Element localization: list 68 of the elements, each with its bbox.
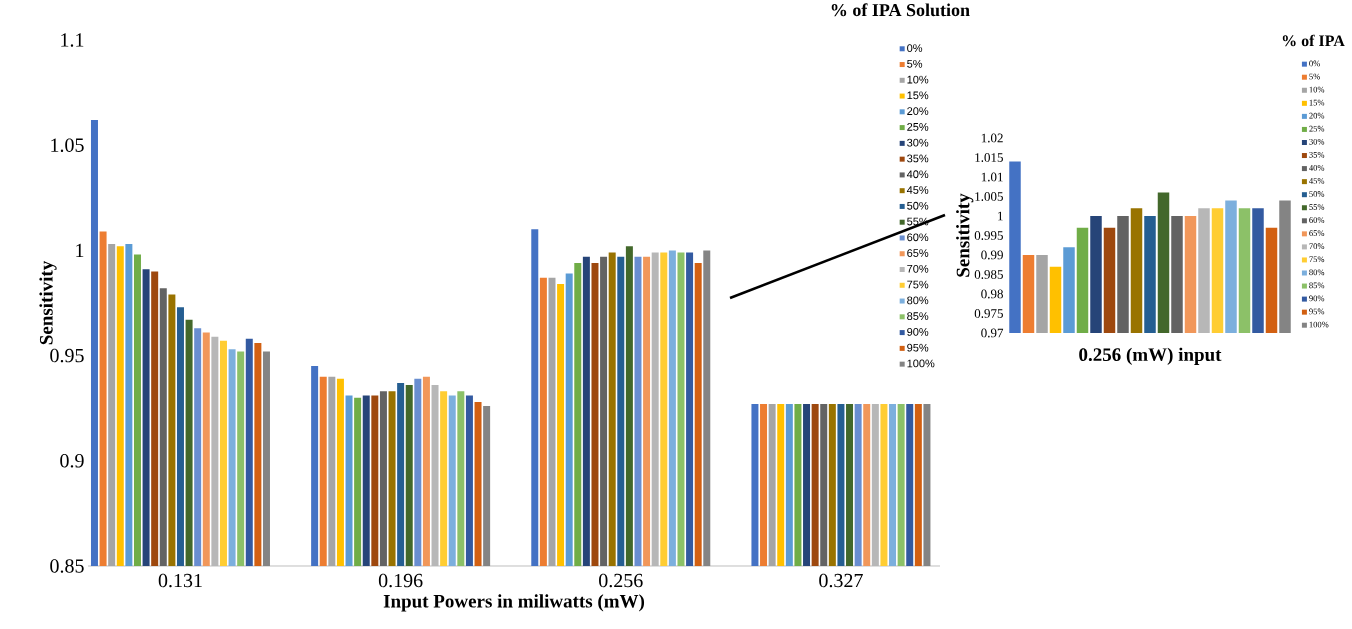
legend-label: 40% <box>906 170 929 179</box>
legend-label: 15% <box>1309 99 1325 106</box>
legend-label: 50% <box>1309 191 1325 197</box>
y-tick-label: 1.05 <box>51 138 84 152</box>
x-axis-title: 0.256 (mW) input <box>1079 347 1222 365</box>
y-tick-label: 0.985 <box>974 270 1003 279</box>
legend-label: 50% <box>907 201 929 210</box>
y-tick-label: 0.95 <box>50 348 84 363</box>
legend-label: 90% <box>1309 295 1325 302</box>
legend-label: 30% <box>907 138 929 147</box>
y-tick-label: 0.97 <box>981 328 1004 338</box>
legend-title: % of IPA Solution <box>831 3 970 17</box>
legend-label: 35% <box>907 154 929 163</box>
legend-label: 70% <box>907 264 929 273</box>
y-tick-label: 0.975 <box>974 309 1003 318</box>
legend-label: 5% <box>1309 73 1320 80</box>
legend-label: 100% <box>1309 321 1329 328</box>
y-tick-label: 0.995 <box>974 231 1003 240</box>
x-tick-label: 0.327 <box>819 573 863 588</box>
legend-label: 20% <box>907 107 929 116</box>
y-tick-label: 1.015 <box>975 153 1003 162</box>
legend-label: 65% <box>907 249 929 257</box>
legend-title: % of IPA <box>1282 34 1345 47</box>
legend-label: 85% <box>907 312 929 321</box>
legend-label: 60% <box>1309 217 1325 223</box>
legend-label: 85% <box>1309 282 1325 289</box>
legend-label: 65% <box>1309 230 1325 237</box>
legend-label: 10% <box>907 75 929 84</box>
legend-label: 75% <box>1309 256 1325 263</box>
legend-label: 95% <box>1309 308 1325 315</box>
legend-label: 80% <box>907 296 929 305</box>
legend-label: 0% <box>907 44 923 52</box>
legend-label: 90% <box>907 328 929 336</box>
legend-label: 15% <box>907 91 929 100</box>
legend-label: 80% <box>1309 269 1325 276</box>
y-axis-title: Sensitivity <box>956 193 974 277</box>
x-tick-label: 0.131 <box>158 573 202 588</box>
x-tick-label: 0.256 <box>599 573 643 588</box>
legend-label: 25% <box>1309 125 1325 132</box>
y-tick-label: 1.1 <box>61 33 84 47</box>
y-tick-label: 0.98 <box>981 289 1003 299</box>
y-tick-label: 1 <box>76 243 84 257</box>
y-tick-label: 1 <box>998 211 1003 221</box>
legend-label: 10% <box>1309 86 1325 93</box>
legend-label: 70% <box>1309 243 1325 250</box>
legend-label: 0% <box>1309 60 1320 67</box>
x-tick-label: 0.196 <box>378 573 423 588</box>
y-tick-label: 0.9 <box>60 454 84 468</box>
legend-label: 55% <box>1309 204 1325 210</box>
legend-label: 45% <box>906 186 929 194</box>
y-tick-label: 1.01 <box>981 172 1003 182</box>
legend-label: 95% <box>907 343 929 352</box>
legend-label: 45% <box>1309 178 1325 184</box>
y-tick-label: 0.99 <box>981 250 1003 260</box>
legend-label: 60% <box>907 233 929 242</box>
legend-label: 25% <box>907 123 929 131</box>
legend-label: 75% <box>907 280 929 289</box>
legend-label: 35% <box>1309 151 1325 158</box>
y-tick-label: 1.005 <box>975 192 1003 201</box>
legend-label: 5% <box>907 59 923 68</box>
legend-label: 40% <box>1309 165 1325 171</box>
legend-label: 30% <box>1309 138 1325 145</box>
y-axis-title: Sensitivity <box>39 260 57 345</box>
x-axis-title: Input Powers in miliwatts (mW) <box>383 594 645 612</box>
legend-label: 20% <box>1309 112 1325 119</box>
legend-label: 100% <box>907 359 935 368</box>
y-tick-label: 1.02 <box>981 133 1003 143</box>
y-tick-label: 0.85 <box>50 559 84 573</box>
